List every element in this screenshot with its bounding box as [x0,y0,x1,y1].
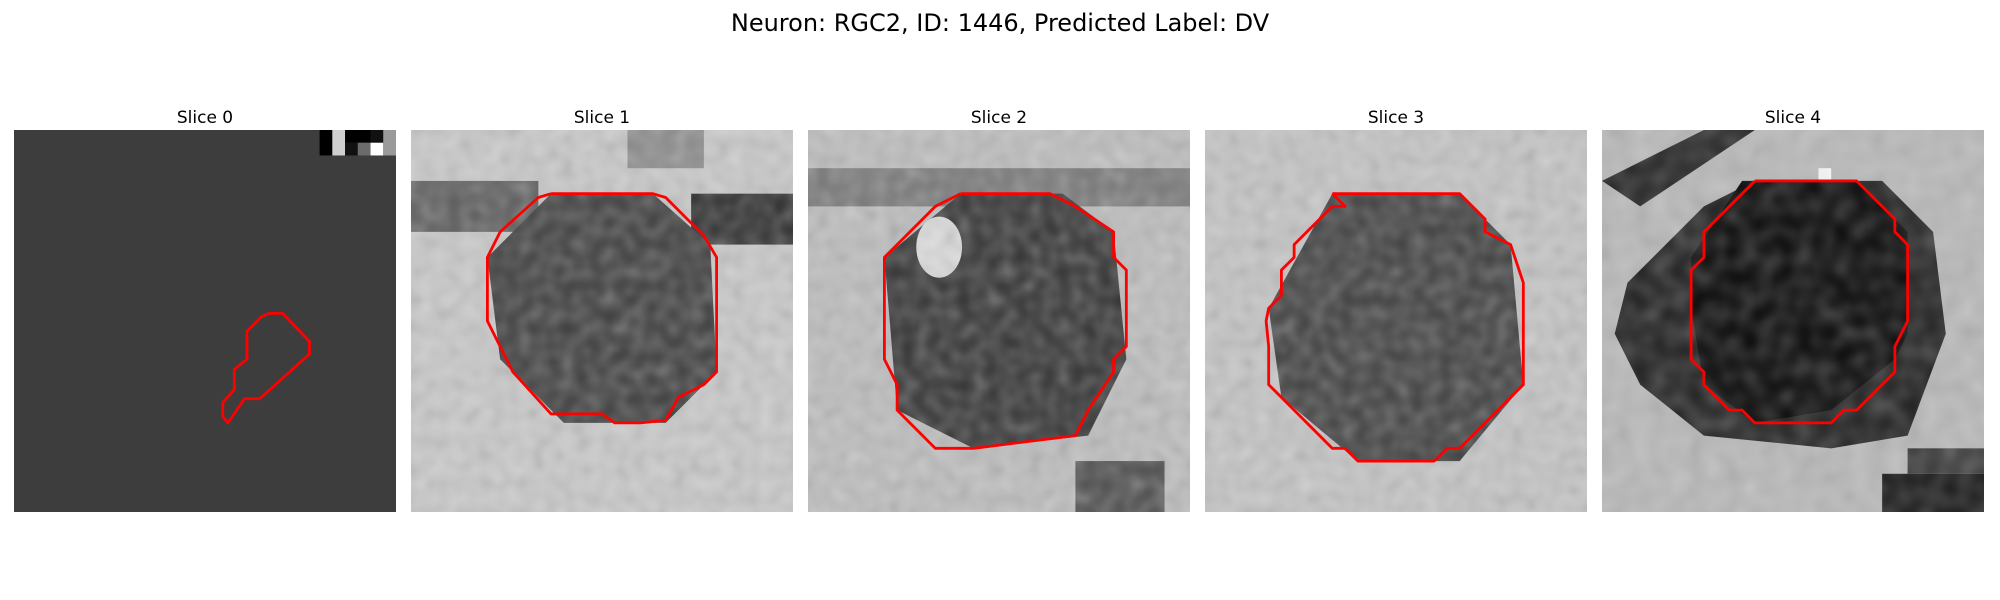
slice-panel-0: Slice 0 [14,108,396,512]
slice-image [411,130,793,512]
slice-panel-3: Slice 3 [1205,108,1587,512]
slice-panel-2: Slice 2 [808,108,1190,512]
slice-title: Slice 0 [176,108,234,128]
cell-contour [1264,192,1525,463]
cell-contour [221,311,311,425]
slice-panel-4: Slice 4 [1602,108,1984,512]
slice-title: Slice 3 [1367,108,1425,128]
slice-title: Slice 2 [970,108,1028,128]
slice-title: Slice 4 [1764,108,1822,128]
cell-contour [882,192,1128,450]
slice-image [1602,130,1984,512]
cell-contour [1689,179,1910,425]
figure-title: Neuron: RGC2, ID: 1446, Predicted Label:… [730,9,1270,37]
slice-panel-1: Slice 1 [411,108,793,512]
cell-contour [485,192,719,425]
slice-image [808,130,1190,512]
slice-title: Slice 1 [573,108,631,128]
slice-image [1205,130,1587,512]
slice-image [14,130,396,512]
